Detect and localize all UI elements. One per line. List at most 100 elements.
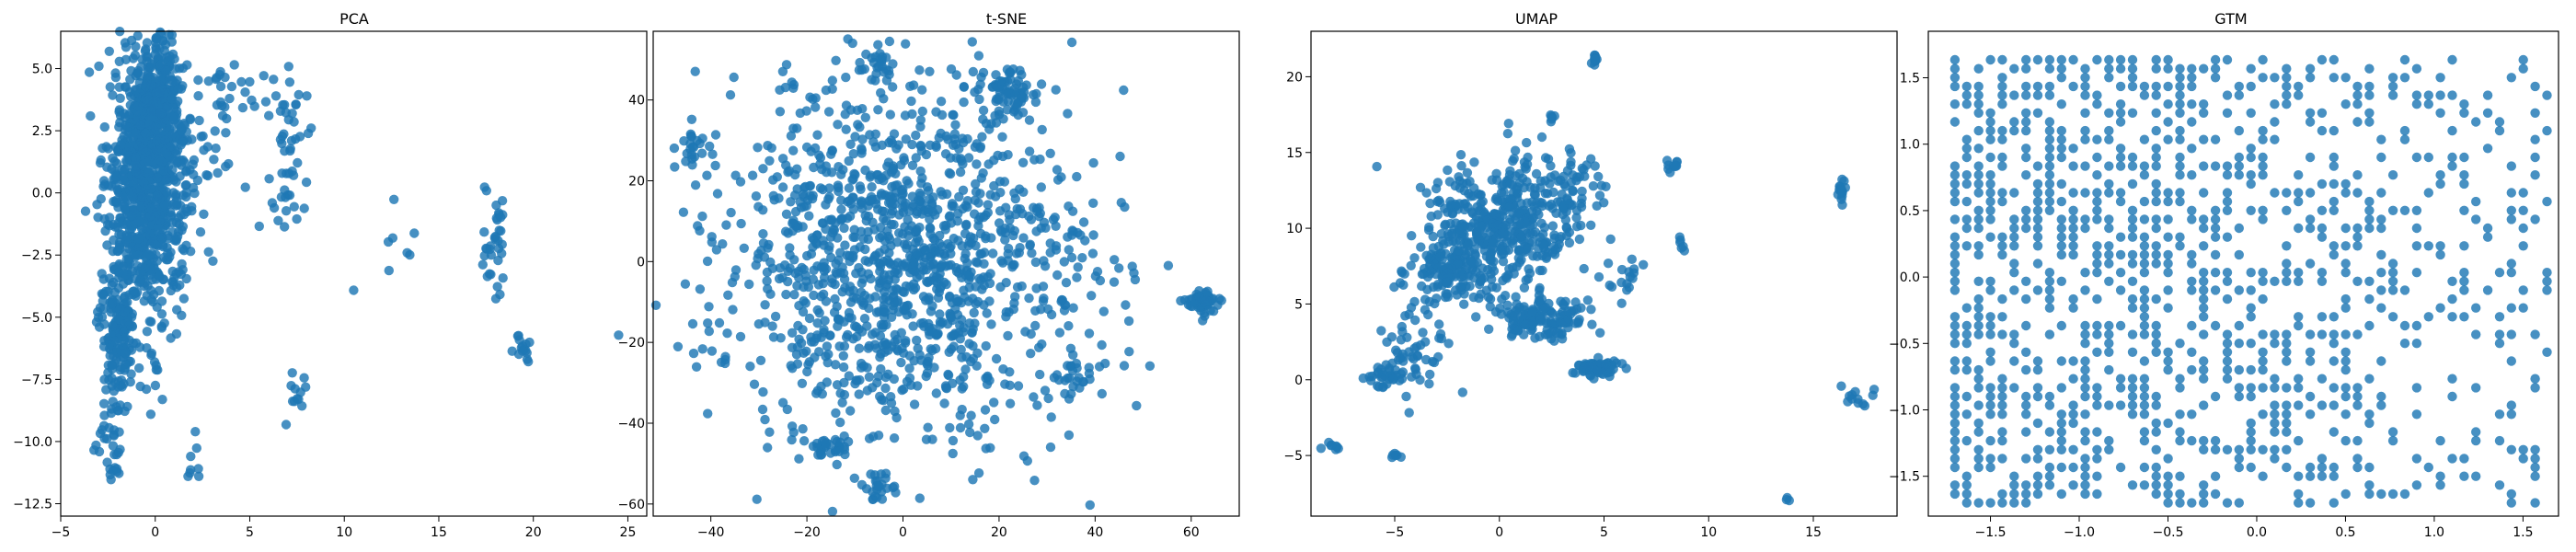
tsne-point: [825, 330, 835, 340]
tsne-point: [712, 189, 723, 199]
tsne-point: [873, 371, 883, 382]
tsne-point: [1040, 261, 1051, 271]
tsne-point: [1045, 238, 1055, 248]
gtm-point: [1961, 223, 1972, 234]
pca-point: [132, 106, 143, 116]
gtm-point: [2080, 73, 2090, 83]
gtm-point: [2021, 427, 2031, 437]
tsne-xtick-label: −20: [793, 525, 821, 540]
gtm-point: [2056, 320, 2066, 331]
tsne-point: [1052, 370, 1063, 380]
umap-point: [1627, 273, 1638, 283]
gtm-point: [1985, 134, 1995, 144]
gtm-point: [2282, 356, 2292, 366]
tsne-point: [956, 315, 967, 325]
umap-point: [1837, 186, 1847, 197]
tsne-point: [975, 79, 985, 90]
gtm-point: [2032, 196, 2043, 207]
umap-point: [1410, 363, 1420, 374]
gtm-point: [1985, 400, 1995, 410]
gtm-point: [2282, 339, 2292, 349]
umap-point: [1584, 362, 1594, 372]
gtm-point: [1949, 268, 1961, 278]
tsne-point: [991, 353, 1002, 364]
pca-point: [108, 441, 119, 451]
tsne-point: [685, 129, 696, 139]
gtm-point: [2009, 329, 2019, 339]
umap-point: [1558, 171, 1569, 181]
pca-point: [150, 380, 161, 391]
gtm-point: [2127, 391, 2138, 402]
gtm-point: [2352, 383, 2363, 393]
umap-point: [1546, 117, 1557, 127]
pca-point: [196, 132, 206, 142]
gtm-title: GTM: [2214, 10, 2247, 28]
tsne-point: [832, 459, 842, 470]
tsne-point: [906, 96, 916, 107]
pca-point: [155, 86, 165, 98]
gtm-point: [2151, 161, 2161, 171]
tsne-point: [984, 296, 995, 306]
gtm-point: [2399, 489, 2410, 500]
tsne-point: [855, 122, 865, 132]
tsne-point: [1094, 362, 1105, 372]
umap-point: [1446, 200, 1456, 210]
pca-point: [289, 201, 299, 212]
tsne-point: [1001, 307, 1012, 317]
gtm-point: [1973, 178, 1984, 190]
pca-point: [103, 180, 114, 190]
gtm-point: [1997, 400, 2007, 410]
umap-point: [1599, 198, 1609, 208]
gtm-point: [1997, 329, 2007, 339]
pca-point: [143, 70, 153, 80]
gtm-point: [2340, 409, 2351, 420]
tsne-point: [880, 347, 890, 357]
tsne-point: [702, 256, 713, 267]
gtm-point: [2187, 170, 2197, 180]
tsne-point: [1054, 328, 1065, 338]
tsne-point: [1005, 88, 1016, 98]
gtm-point: [2021, 108, 2031, 118]
tsne-point: [818, 184, 828, 195]
tsne-point: [956, 344, 966, 355]
pca-point: [106, 304, 116, 314]
gtm-point: [2294, 383, 2304, 393]
pca-point: [109, 449, 120, 460]
gtm-point: [2329, 471, 2339, 481]
gtm-point: [2246, 178, 2256, 190]
gtm-point: [2234, 170, 2244, 180]
pca-point: [118, 191, 128, 201]
gtm-point: [2294, 268, 2304, 278]
umap-point: [1516, 232, 1526, 242]
gtm-point: [1985, 178, 1995, 190]
gtm-point: [2127, 73, 2138, 83]
umap-point: [1507, 262, 1518, 272]
tsne-point: [892, 180, 903, 190]
gtm-point: [1949, 480, 1961, 490]
gtm-point: [1949, 435, 1961, 446]
tsne-point: [840, 449, 850, 460]
tsne-point: [803, 282, 814, 293]
tsne-point: [880, 281, 891, 292]
gtm-point: [1949, 178, 1961, 190]
gtm-point: [2139, 400, 2150, 410]
gtm-point: [2056, 444, 2066, 454]
tsne-point: [816, 292, 826, 302]
pca-point: [160, 65, 170, 75]
gtm-point: [1949, 391, 1961, 402]
tsne-point: [978, 114, 988, 124]
gtm-point: [2199, 63, 2209, 74]
tsne-point: [827, 278, 837, 288]
gtm-point: [2282, 276, 2292, 286]
tsne-point: [1072, 272, 1082, 282]
pca-point: [105, 82, 116, 92]
tsne-point: [959, 97, 969, 108]
gtm-point: [2151, 347, 2161, 357]
tsne-point: [827, 75, 837, 86]
gtm-point: [1973, 161, 1984, 171]
gtm-point: [2021, 409, 2031, 420]
pca-point: [212, 100, 223, 110]
gtm-point: [1961, 339, 1972, 349]
gtm-point: [2352, 329, 2363, 339]
tsne-point: [690, 180, 701, 190]
